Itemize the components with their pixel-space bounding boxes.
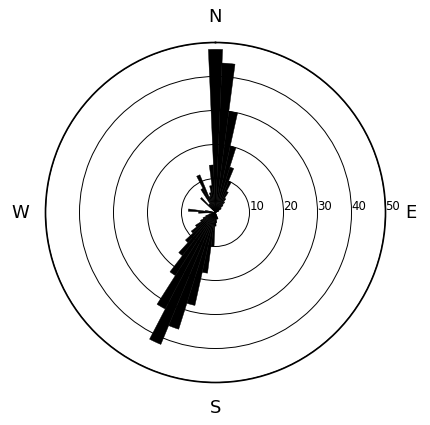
Bar	[215, 198, 225, 212]
Bar	[215, 202, 224, 212]
Bar	[215, 111, 237, 212]
Bar	[187, 212, 215, 306]
Bar	[215, 167, 233, 212]
Bar	[208, 49, 222, 213]
Bar	[185, 212, 215, 243]
Bar	[215, 205, 222, 212]
Bar	[200, 188, 215, 212]
Bar	[188, 209, 215, 212]
Bar	[215, 181, 230, 212]
Bar	[215, 212, 216, 219]
Bar	[198, 212, 215, 213]
Text: E: E	[405, 204, 416, 221]
Bar	[168, 212, 215, 329]
Bar	[215, 211, 218, 212]
Bar	[195, 212, 215, 227]
Bar	[211, 212, 215, 246]
Bar	[169, 212, 215, 275]
Bar	[215, 208, 221, 212]
Bar	[215, 208, 221, 212]
Bar	[209, 196, 215, 212]
Bar	[215, 146, 235, 212]
Bar	[208, 204, 215, 212]
Bar	[215, 211, 218, 212]
Bar	[215, 212, 217, 219]
Bar	[212, 212, 215, 213]
Bar	[209, 212, 215, 215]
Bar	[209, 186, 215, 212]
Bar	[157, 212, 215, 309]
Bar	[200, 198, 215, 212]
Bar	[205, 212, 215, 216]
Bar	[215, 212, 216, 223]
Bar	[196, 175, 215, 212]
Bar	[215, 212, 218, 219]
Text: S: S	[209, 399, 221, 417]
Bar	[215, 63, 234, 212]
Bar	[209, 204, 215, 212]
Text: N: N	[208, 8, 222, 26]
Text: W: W	[11, 204, 29, 221]
Bar	[205, 210, 215, 212]
Bar	[209, 165, 215, 212]
Bar	[215, 191, 228, 212]
Bar	[200, 212, 215, 221]
Bar	[202, 212, 215, 273]
Bar	[191, 212, 215, 233]
Bar	[212, 212, 215, 213]
Bar	[149, 212, 215, 344]
Bar	[203, 212, 215, 219]
Bar	[209, 193, 215, 212]
Bar	[178, 212, 215, 256]
